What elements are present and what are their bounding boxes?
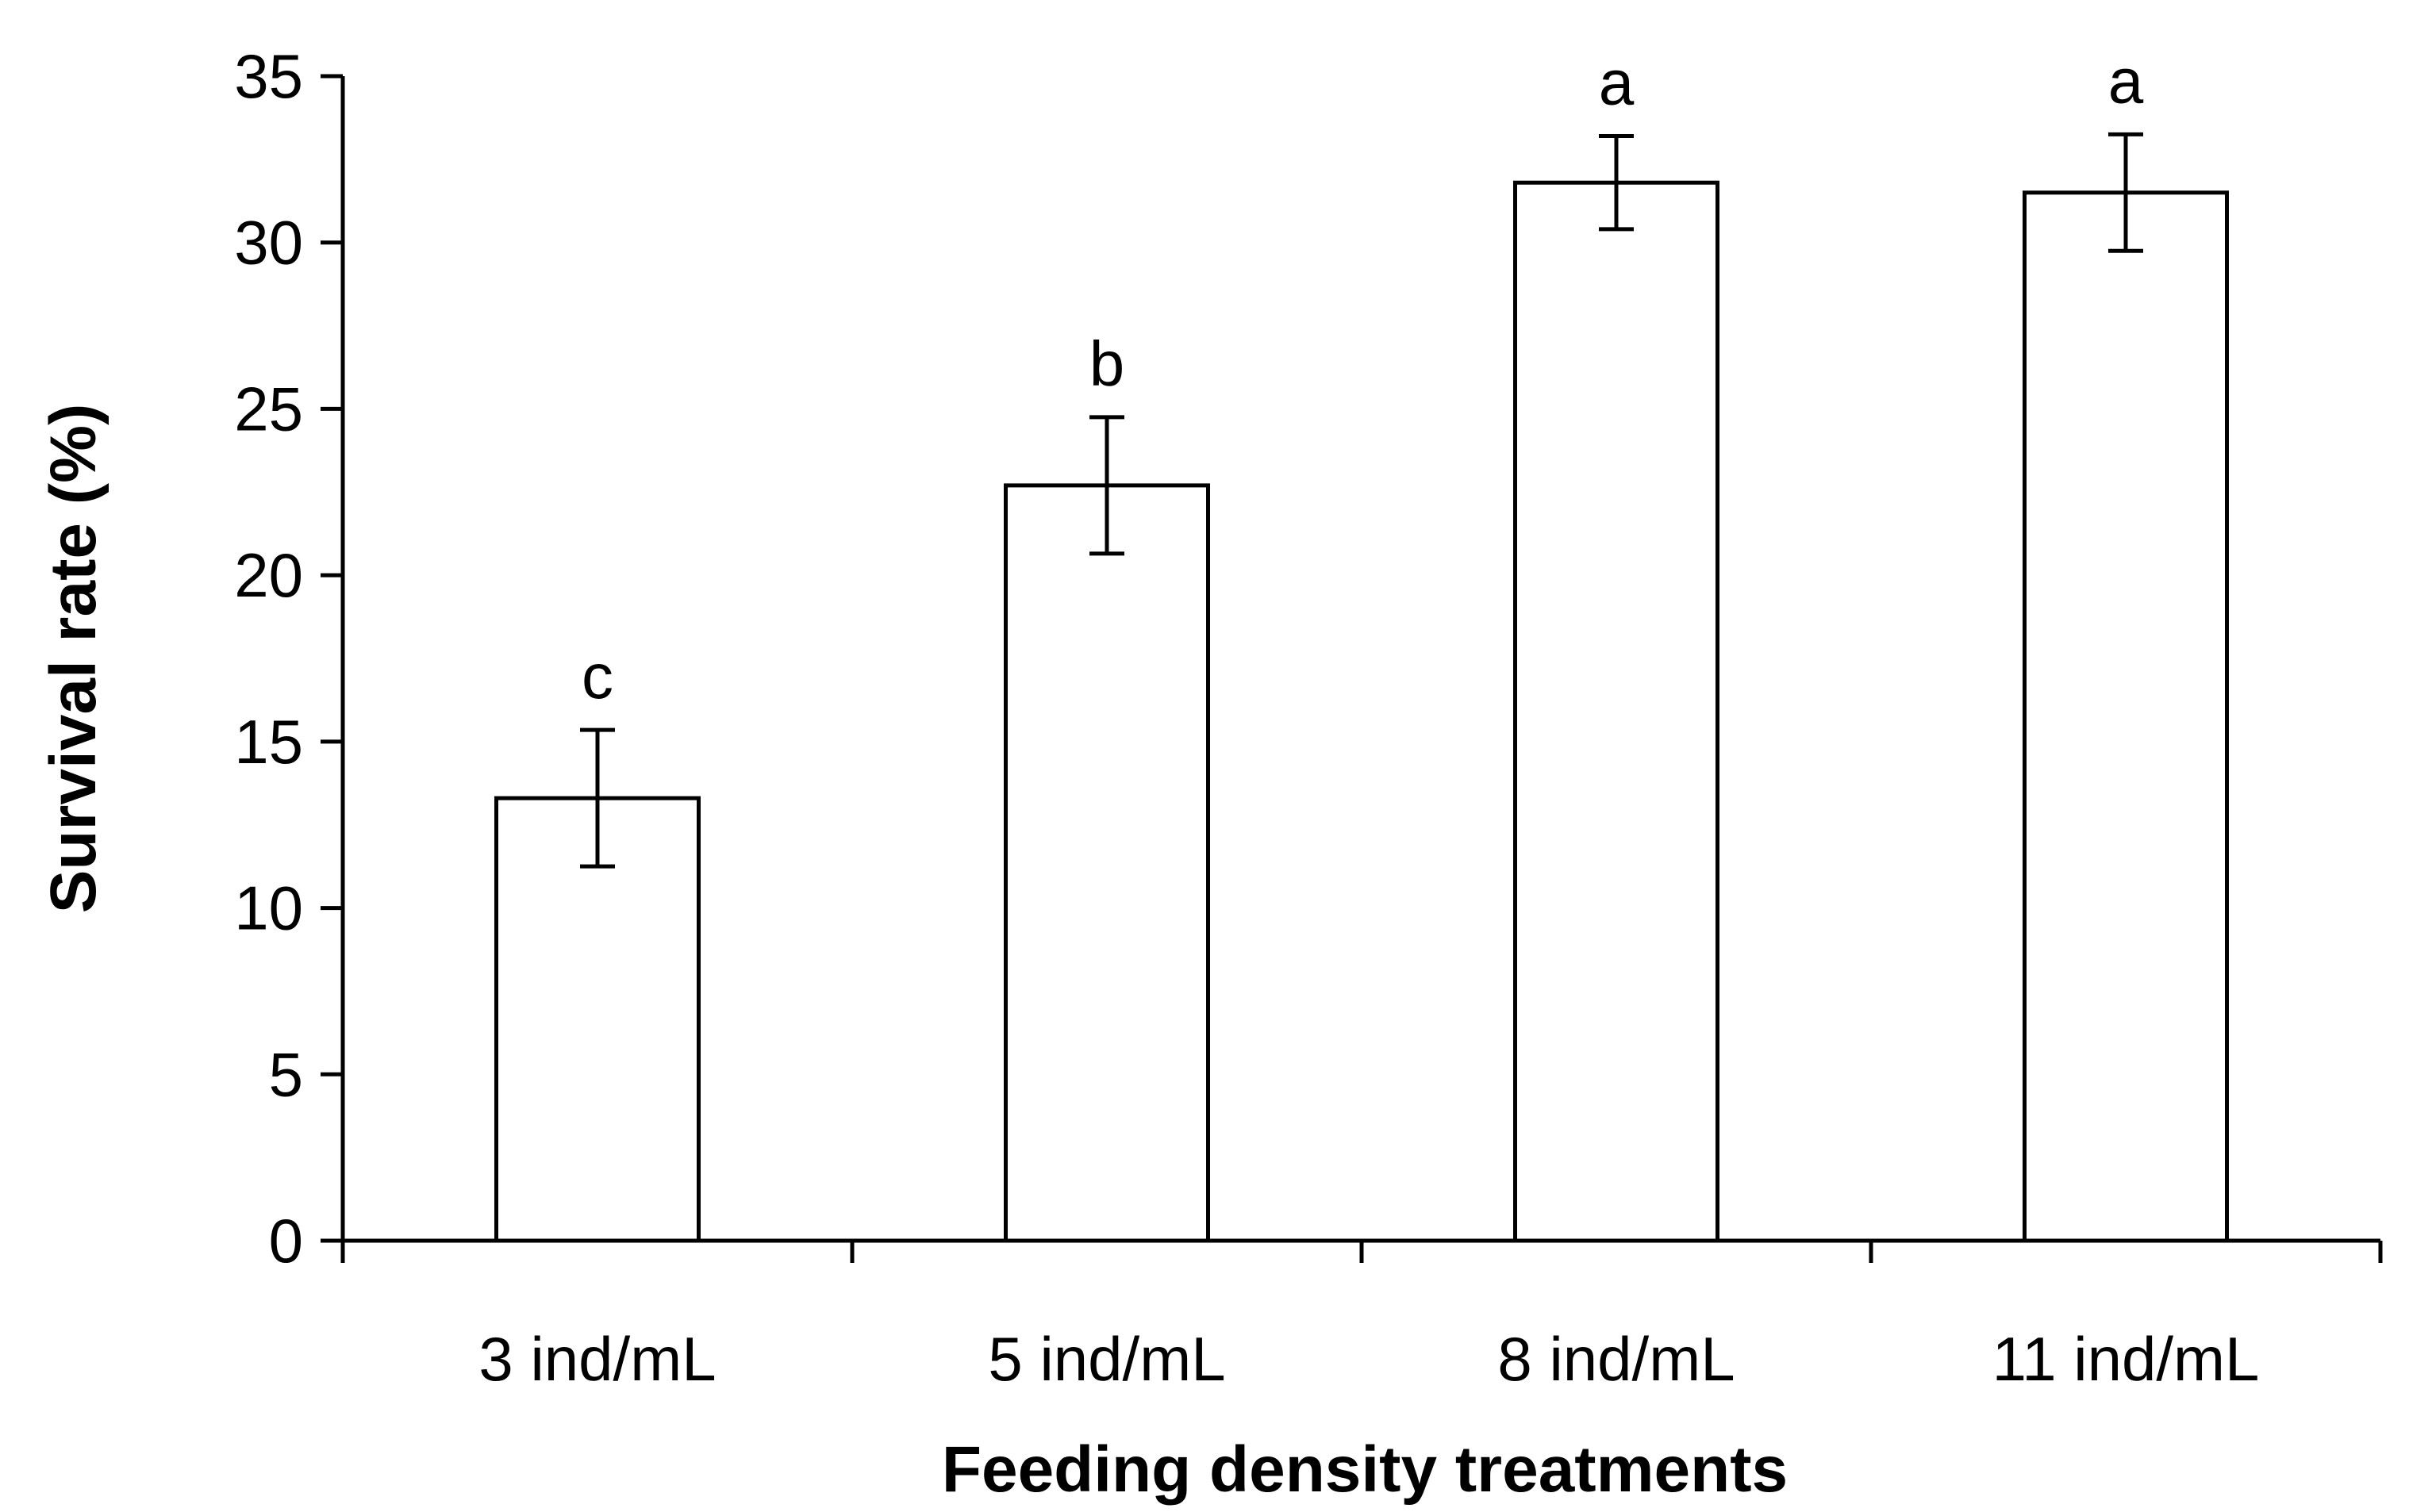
bar [2023, 190, 2229, 1243]
significance-label: c [582, 641, 613, 712]
significance-label: b [1089, 328, 1125, 399]
x-tick-label: 11 ind/mL [1992, 1324, 2260, 1394]
y-tick-label: 10 [234, 873, 303, 943]
y-tick-label: 25 [234, 374, 303, 443]
y-axis-title: Survival rate (%) [37, 404, 110, 914]
y-tick-label: 5 [269, 1039, 303, 1109]
significance-label: a [2108, 45, 2144, 116]
bar [1513, 180, 1719, 1243]
y-tick-label: 20 [234, 540, 303, 610]
significance-label: a [1599, 47, 1635, 117]
plot-area: 0 5 10 15 20 25 30 35 c 3 ind/mL b 5 ind/mL a 8 ind/m… [234, 41, 2383, 1394]
y-tick-label: 35 [234, 41, 303, 111]
x-axis-title: Feeding density treatments [942, 1433, 1788, 1506]
bar [1004, 483, 1210, 1243]
bar [494, 796, 701, 1243]
x-tick-label: 3 ind/mL [478, 1324, 716, 1394]
y-tick-label: 30 [234, 208, 303, 278]
y-tick-label: 0 [269, 1206, 303, 1276]
y-tick-label: 15 [234, 707, 303, 777]
x-tick-label: 5 ind/mL [988, 1324, 1225, 1394]
x-tick-label: 8 ind/mL [1497, 1324, 1735, 1394]
